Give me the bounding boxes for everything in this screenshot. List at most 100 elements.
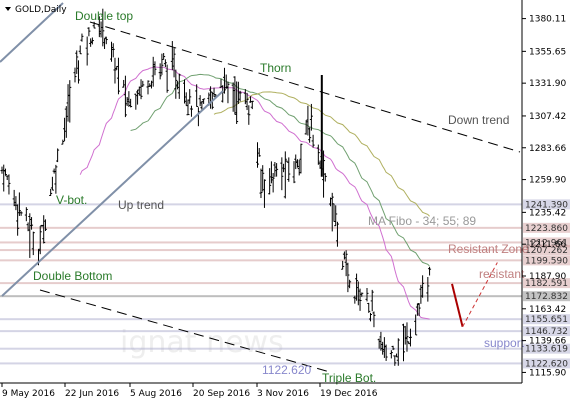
annotation-double-bottom: Double Bottom [33,269,112,283]
ohlc-bar [292,161,296,184]
ohlc-bar [19,211,23,216]
ohlc-bar [16,204,20,236]
ohlc-bar [341,260,345,270]
ohlc-bar [158,63,162,80]
triangle-down-icon[interactable] [5,7,11,11]
ohlc-bar [24,207,28,222]
annotation-down-trend: Down trend [448,113,509,127]
ohlc-bar [186,99,190,116]
ohlc-bar [174,69,178,99]
annotation-thorn: Thorn [260,61,291,75]
ohlc-bar [90,37,94,45]
ohlc-bar [408,328,412,347]
ohlc-bar [421,275,425,298]
ohlc-bar [101,8,105,47]
level-price-box [523,358,570,369]
ohlc-bar [271,173,275,193]
level-price-label: 1133.619 [525,345,568,355]
ohlc-bar [360,292,364,297]
ohlc-bar [330,192,334,232]
ohlc-bar [85,36,89,66]
ohlc-bar [262,179,266,208]
lower-channel-line [39,289,331,373]
forecast-drop-line [451,283,464,327]
annotation-resistant: resistant [479,267,525,281]
ohlc-bar [17,192,21,216]
price-bars [0,8,432,366]
ohlc-bar [358,288,362,311]
ohlc-bar [311,134,315,148]
x-tick-label: 19 Dec 2016 [320,389,378,399]
ohlc-bar [402,323,405,362]
level-price-box [523,237,570,248]
up-trend-channel-line-1 [0,2,64,63]
y-tick-label: 1331.90 [529,79,566,89]
y-tick-label: 1259.90 [529,176,566,186]
level-line [0,226,522,229]
symbol-label: GOLD,Daily [15,5,67,15]
ohlc-bar [323,173,327,182]
ohlc-bar [245,92,249,111]
annotation-up-trend: Up trend [118,198,164,212]
ohlc-bar [280,157,284,191]
level-price-box [523,245,570,256]
level-line [0,347,522,350]
level-line [0,241,522,244]
ohlc-bar [275,163,279,177]
ohlc-bar [146,80,150,95]
level-price-label: 1122.620 [525,359,568,369]
ohlc-bar [75,50,79,74]
ohlc-bar [68,80,72,123]
level-line [0,259,522,262]
moving-average-55 [130,73,430,267]
x-tick-label: 20 Sep 2016 [193,389,250,399]
ohlc-bar [368,312,372,322]
ohlc-bar [391,345,395,351]
ohlc-bar [56,148,60,163]
level-price-label: 1182.591 [525,279,568,289]
x-tick-label: 22 Jun 2016 [65,389,119,399]
level-price-box [523,255,570,266]
ohlc-bar [104,36,108,45]
ohlc-bar [257,148,261,157]
level-line [0,295,522,298]
ohlc-bar [153,61,157,76]
annotation-1122-620: 1122.620 [262,363,311,377]
ohlc-bar [61,139,65,145]
ohlc-bar [31,231,35,256]
ohlc-bar [334,205,338,227]
ohlc-bar [3,168,7,176]
y-tick-label: 1115.90 [529,368,566,378]
ohlc-bar [259,168,263,199]
level-price-box [523,343,570,354]
ohlc-bar [414,314,418,336]
level-line [0,203,522,206]
y-axis-ticks: 1380.11 1355.65 1331.90 1307.42 1283.66 1259.… [522,15,566,378]
level-price-label: 1241.390 [525,200,568,210]
level-price-box [523,199,570,210]
level-price-box [523,326,570,337]
ohlc-bar [222,67,226,94]
trend-lines [0,2,521,373]
ohlc-bar [113,57,117,84]
ohlc-bar [389,350,393,359]
ohlc-bar [78,45,82,55]
ohlc-bar [348,279,352,289]
ohlc-bar [30,217,34,230]
ohlc-bar [7,174,11,195]
ohlc-bar [247,105,251,125]
level-price-label: 1223.860 [525,224,568,234]
x-tick-label: 3 Nov 2016 [257,389,309,399]
ohlc-bar [162,53,166,60]
level-price-box [523,291,570,302]
annotation-resistant-zone: Resistant Zone [448,242,529,256]
ohlc-bar [43,219,47,231]
x-tick-label: 5 Aug 2016 [130,389,182,399]
level-price-label: 1212.961 [525,238,568,248]
ohlc-bar [116,57,120,95]
ohlc-bar [256,142,259,168]
symbol-header[interactable]: GOLD,Daily [5,5,67,15]
ohlc-bar [73,67,77,83]
